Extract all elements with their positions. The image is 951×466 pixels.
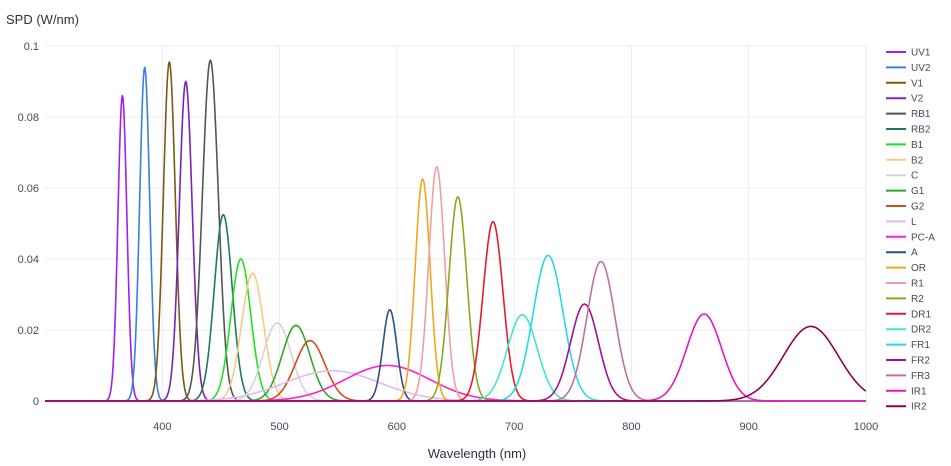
legend-label: C [911,171,918,182]
legend-item-pc-a[interactable]: PC-A [886,232,935,243]
legend-item-fr3[interactable]: FR3 [886,371,930,382]
legend-label: L [911,217,917,228]
legend[interactable]: UV1 UV2 V1 V2 RB1 RB2 B1 B2 C G1 G2 L PC-A A OR R1 R2 DR1… [886,48,935,413]
y-tick-label: 0.08 [18,112,39,124]
legend-item-c[interactable]: C [886,171,918,182]
legend-label: IR2 [911,402,927,413]
y-tick-label: 0.04 [18,254,39,266]
legend-label: V2 [911,94,924,105]
legend-label: A [911,248,918,259]
legend-item-v2[interactable]: V2 [886,94,924,105]
legend-item-ir1[interactable]: IR1 [886,386,927,397]
series-line-b2[interactable] [44,272,867,402]
legend-label: G2 [911,202,925,213]
series-line-rb1[interactable] [44,59,867,402]
series-line-dr1[interactable] [44,220,867,402]
x-tick-label: 800 [622,421,640,433]
legend-item-uv2[interactable]: UV2 [886,63,931,74]
y-tick-label: 0.06 [18,183,39,195]
series-line-fr1[interactable] [44,254,867,402]
legend-label: B1 [911,140,924,151]
legend-label: V1 [911,78,924,89]
legend-label: G1 [911,186,925,197]
legend-label: PC-A [911,232,935,243]
series-line-uv1[interactable] [44,94,867,402]
grid [45,45,867,401]
series-line-g1[interactable] [44,324,867,402]
legend-item-l[interactable]: L [886,217,917,228]
legend-item-fr1[interactable]: FR1 [886,340,930,351]
series-line-fr3[interactable] [44,260,867,402]
legend-label: FR1 [911,340,930,351]
legend-item-rb1[interactable]: RB1 [886,109,931,120]
series-line-ir2[interactable] [44,325,867,402]
legend-label: FR3 [911,371,930,382]
legend-item-a[interactable]: A [886,248,918,259]
series-lines [44,59,867,402]
legend-label: DR2 [911,325,931,336]
series-line-r2[interactable] [44,196,867,402]
x-tick-label: 1000 [854,421,878,433]
legend-item-or[interactable]: OR [886,263,926,274]
series-line-rb2[interactable] [44,213,867,402]
x-tick-label: 600 [388,421,406,433]
series-line-or[interactable] [44,178,867,402]
x-tick-label: 500 [270,421,288,433]
legend-item-uv1[interactable]: UV1 [886,48,931,59]
legend-item-rb2[interactable]: RB2 [886,125,931,136]
legend-label: RB1 [911,109,931,120]
legend-item-ir2[interactable]: IR2 [886,402,927,413]
legend-item-g1[interactable]: G1 [886,186,925,197]
legend-label: R2 [911,294,924,305]
x-tick-label: 700 [505,421,523,433]
y-tick-label: 0.1 [24,41,39,53]
legend-label: DR1 [911,309,931,320]
x-axis-title: Wavelength (nm) [428,446,527,461]
legend-item-dr2[interactable]: DR2 [886,325,931,336]
y-tick-label: 0 [33,396,39,408]
legend-label: RB2 [911,125,931,136]
series-line-v2[interactable] [44,80,867,402]
x-tick-label: 400 [153,421,171,433]
legend-item-r1[interactable]: R1 [886,279,924,290]
legend-label: UV2 [911,63,931,74]
legend-item-dr1[interactable]: DR1 [886,309,931,320]
legend-item-b1[interactable]: B1 [886,140,924,151]
legend-item-fr2[interactable]: FR2 [886,356,930,367]
legend-item-v1[interactable]: V1 [886,78,924,89]
series-line-v1[interactable] [44,61,867,402]
legend-item-g2[interactable]: G2 [886,202,925,213]
y-axis-title: SPD (W/nm) [6,12,79,27]
legend-item-r2[interactable]: R2 [886,294,924,305]
x-tick-label: 900 [740,421,758,433]
legend-label: B2 [911,155,924,166]
legend-label: FR2 [911,356,930,367]
y-tick-label: 0.02 [18,325,39,337]
legend-label: IR1 [911,386,927,397]
legend-label: R1 [911,279,924,290]
legend-item-b2[interactable]: B2 [886,155,924,166]
legend-label: OR [911,263,926,274]
legend-label: UV1 [911,48,931,59]
